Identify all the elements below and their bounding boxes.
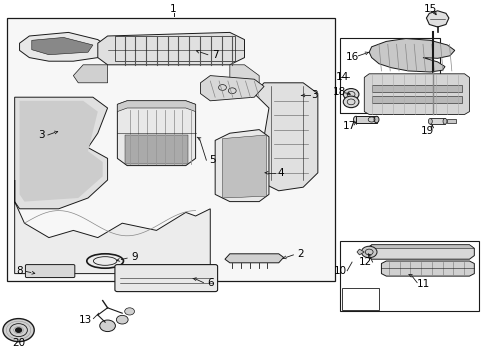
- Bar: [7, 18, 334, 281]
- Text: 6: 6: [206, 278, 213, 288]
- Text: 19: 19: [420, 126, 434, 136]
- Text: 11: 11: [415, 279, 429, 289]
- Bar: [342, 288, 378, 310]
- Text: 17: 17: [342, 121, 355, 131]
- Polygon shape: [254, 83, 317, 191]
- Text: 3: 3: [38, 130, 45, 140]
- Ellipse shape: [442, 118, 446, 124]
- Polygon shape: [371, 245, 473, 248]
- Bar: [124, 135, 188, 164]
- Text: 5: 5: [209, 155, 216, 165]
- Polygon shape: [426, 11, 448, 27]
- Polygon shape: [98, 32, 244, 65]
- Polygon shape: [20, 32, 107, 61]
- Bar: [339, 38, 439, 113]
- Text: 10: 10: [333, 266, 346, 276]
- Text: 2: 2: [297, 249, 304, 259]
- Text: 15: 15: [423, 4, 436, 14]
- FancyBboxPatch shape: [25, 265, 75, 278]
- Circle shape: [343, 96, 358, 108]
- Text: 4: 4: [277, 168, 284, 178]
- Bar: [446, 119, 455, 123]
- Circle shape: [3, 319, 34, 342]
- Text: 1: 1: [170, 4, 177, 14]
- Polygon shape: [15, 180, 210, 274]
- Circle shape: [361, 246, 376, 258]
- Polygon shape: [15, 97, 107, 209]
- Polygon shape: [229, 65, 259, 90]
- Circle shape: [116, 315, 128, 324]
- Circle shape: [343, 89, 358, 100]
- Polygon shape: [73, 65, 107, 83]
- Text: 13: 13: [79, 315, 92, 325]
- Bar: [339, 241, 478, 311]
- Text: 7: 7: [211, 50, 218, 60]
- Polygon shape: [20, 101, 102, 202]
- Bar: [371, 96, 461, 103]
- Polygon shape: [366, 245, 473, 259]
- Text: 8: 8: [16, 266, 23, 276]
- Bar: [115, 36, 234, 61]
- Bar: [429, 118, 444, 124]
- FancyBboxPatch shape: [115, 265, 217, 292]
- Polygon shape: [117, 101, 195, 166]
- Ellipse shape: [373, 116, 378, 123]
- Text: 14: 14: [335, 72, 348, 82]
- Text: 9: 9: [131, 252, 138, 262]
- Bar: [371, 85, 461, 92]
- Polygon shape: [224, 254, 283, 263]
- Polygon shape: [364, 74, 468, 114]
- Circle shape: [124, 308, 134, 315]
- Text: 20: 20: [12, 338, 25, 348]
- Polygon shape: [222, 135, 266, 198]
- Bar: [355, 116, 376, 123]
- Polygon shape: [368, 39, 454, 72]
- Ellipse shape: [427, 118, 431, 124]
- Bar: [7, 18, 334, 281]
- Polygon shape: [356, 249, 364, 255]
- Polygon shape: [32, 37, 93, 55]
- Text: 18: 18: [332, 87, 346, 97]
- Circle shape: [100, 320, 115, 332]
- Polygon shape: [117, 101, 195, 112]
- Text: 16: 16: [345, 51, 358, 62]
- Polygon shape: [381, 261, 473, 276]
- Text: 12: 12: [358, 257, 372, 267]
- Text: 3: 3: [311, 90, 318, 100]
- Polygon shape: [200, 76, 264, 101]
- Circle shape: [16, 328, 21, 332]
- Ellipse shape: [353, 116, 358, 123]
- Polygon shape: [215, 130, 268, 202]
